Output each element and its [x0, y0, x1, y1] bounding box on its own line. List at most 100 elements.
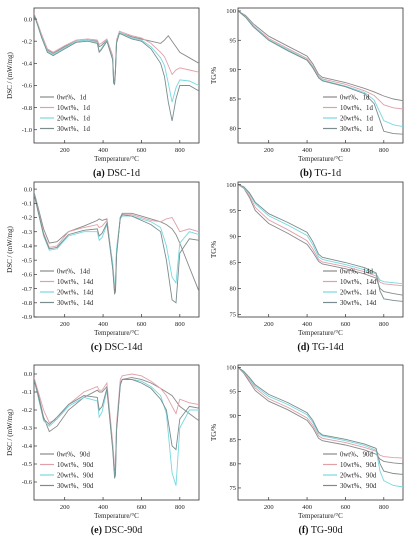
- y-tick-label: -0.4: [22, 61, 33, 68]
- caption-name: DSC-14d: [102, 342, 142, 353]
- legend: 0wt%、1d 10wt%、1d 20wt%、1d 30wt%、1d: [40, 94, 90, 133]
- caption-letter: (b): [300, 168, 312, 179]
- caption-letter: (e): [91, 525, 102, 536]
- y-tick-label: 100: [226, 182, 236, 189]
- legend-label: 10wt%、14d: [57, 279, 94, 286]
- y-tick-label: -0.8: [22, 105, 32, 112]
- y-tick-label: 95: [230, 389, 237, 396]
- series-line-30wt: [34, 14, 199, 121]
- chart-panel-c: 200 400 600 800 0.0 -0.1 -0.2 -0.3 -0.4 -0.5 -0.6 -…: [6, 181, 200, 353]
- y-tick-label: -1.0: [22, 127, 32, 134]
- x-tick-label: 400: [302, 321, 312, 328]
- y-tick-label: -0.4: [22, 443, 33, 450]
- caption-letter: (a): [93, 168, 105, 179]
- series-line-0wt: [238, 367, 403, 465]
- y-tick-label: 0.0: [24, 371, 32, 378]
- y-tick-label: -0.2: [22, 215, 32, 222]
- y-tick-label: 0.0: [24, 186, 32, 193]
- series-line-0wt: [238, 184, 403, 296]
- series-line-30wt: [238, 367, 403, 475]
- y-tick-label: -0.3: [22, 229, 32, 236]
- y-tick-label: -0.4: [22, 243, 33, 250]
- x-tick-label: 600: [341, 321, 351, 328]
- x-tick-label: 400: [98, 321, 108, 328]
- legend-label: 30wt%、90d: [57, 483, 94, 490]
- plot-frame: [237, 181, 404, 318]
- chart-panel-a: 200 400 600 800 0.0 -0.2 -0.4 -0.6 -0.8 -1.0 Tempe…: [6, 7, 200, 179]
- legend-label: 30wt%、1d: [57, 126, 90, 133]
- y-tick-label: 100: [226, 365, 236, 372]
- y-tick-label: 0.0: [24, 16, 32, 23]
- y-axis-label: TG/%: [210, 424, 218, 441]
- plot-frame: [33, 364, 200, 501]
- y-tick-label: 80: [230, 126, 237, 133]
- x-tick-label: 600: [137, 147, 147, 154]
- x-tick-label: 600: [137, 321, 147, 328]
- legend-label: 20wt%、1d: [340, 115, 373, 122]
- legend-label: 20wt%、90d: [340, 472, 377, 479]
- x-tick-label: 200: [60, 147, 70, 154]
- legend-label: 10wt%、1d: [57, 105, 90, 112]
- chart-panel-b: 200 400 600 800 100 95 90 85 80 Temperature/°C TG/…: [210, 7, 404, 179]
- x-tick-label: 800: [379, 504, 389, 511]
- legend-label: 30wt%、1d: [340, 126, 373, 133]
- x-tick-label: 200: [60, 321, 70, 328]
- x-axis-label: Temperature/°C: [298, 329, 343, 337]
- panel-caption: (a) DSC-1d: [93, 168, 140, 179]
- caption-name: TG-90d: [309, 525, 343, 536]
- series-line-20wt: [238, 10, 403, 128]
- x-tick-label: 400: [302, 504, 312, 511]
- plot-frame: [33, 181, 200, 318]
- series-line-20wt: [238, 184, 403, 285]
- legend-label: 0wt%、1d: [340, 94, 370, 101]
- legend: 0wt%、14d 10wt%、14d 20wt%、14d 30wt%、14d: [323, 268, 377, 307]
- x-tick-label: 800: [175, 504, 185, 511]
- legend-label: 20wt%、90d: [57, 472, 94, 479]
- legend-label: 10wt%、14d: [340, 279, 377, 286]
- legend-label: 10wt%、1d: [340, 105, 373, 112]
- series-line-0wt: [238, 10, 403, 102]
- series-line-20wt: [34, 14, 199, 103]
- legend-label: 0wt%、14d: [340, 268, 373, 275]
- y-tick-label: -0.7: [22, 286, 33, 293]
- panel-caption: (e) DSC-90d: [91, 525, 142, 536]
- y-tick-label: 95: [230, 208, 237, 215]
- y-axis-label: DSC / (mW/mg): [6, 52, 14, 99]
- legend-label: 0wt%、14d: [57, 268, 90, 275]
- x-tick-label: 400: [98, 147, 108, 154]
- x-tick-label: 400: [302, 147, 312, 154]
- x-tick-label: 200: [264, 321, 274, 328]
- caption-letter: (c): [91, 342, 102, 353]
- series-line-30wt: [238, 184, 403, 302]
- caption-name: DSC-1d: [105, 168, 140, 179]
- panel-caption: (c) DSC-14d: [91, 342, 142, 353]
- series-group: [238, 184, 403, 302]
- y-tick-label: -0.5: [22, 461, 32, 468]
- series-group: [238, 367, 403, 488]
- legend-label: 10wt%、90d: [340, 462, 377, 469]
- legend: 0wt%、90d 10wt%、90d 20wt%、90d 30wt%、90d: [323, 451, 377, 490]
- chart-panel-e: 200 400 600 800 0.0 -0.1 -0.2 -0.3 -0.4 -0.5 -0.6 T…: [6, 364, 200, 536]
- y-tick-label: 90: [230, 234, 237, 241]
- y-tick-label: -0.3: [22, 425, 32, 432]
- legend-label: 0wt%、90d: [340, 451, 373, 458]
- panel-caption: (f) TG-90d: [299, 525, 343, 536]
- y-tick-label: 90: [230, 413, 237, 420]
- series-line-10wt: [238, 184, 403, 287]
- caption-name: DSC-90d: [102, 525, 142, 536]
- x-tick-label: 600: [137, 504, 147, 511]
- series-line-30wt: [34, 378, 199, 479]
- x-tick-label: 400: [98, 504, 108, 511]
- y-tick-label: 85: [230, 437, 237, 444]
- y-tick-label: -0.8: [22, 300, 32, 307]
- panel-caption: (d) TG-14d: [297, 342, 343, 353]
- legend-label: 30wt%、14d: [57, 300, 94, 307]
- plot-frame: [237, 364, 404, 501]
- legend-label: 30wt%、90d: [340, 483, 377, 490]
- legend-label: 0wt%、1d: [57, 94, 87, 101]
- series-group: [34, 191, 199, 304]
- x-axis-label: Temperature/°C: [298, 512, 343, 520]
- y-tick-label: 95: [230, 37, 237, 44]
- y-tick-label: -0.6: [22, 272, 33, 279]
